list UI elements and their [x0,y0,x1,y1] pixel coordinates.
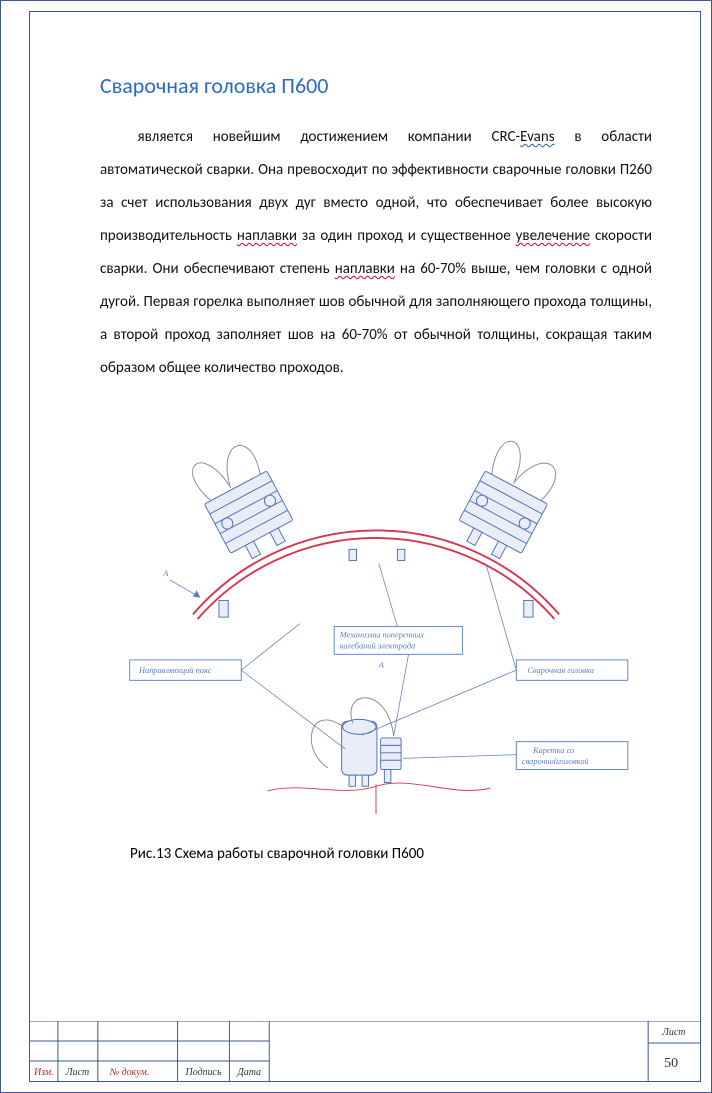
tb-izm: Изм. [33,1067,54,1078]
section-title: Сварочная головка П600 [100,72,652,99]
figure-diagram: А [100,399,652,839]
callout-carriage-1: Каретка со [532,746,574,755]
callout-transverse: Механизмы поперечных [339,631,425,640]
tb-list-header: Лист [661,1027,685,1038]
tb-data: Дата [236,1067,261,1078]
callout-head: Сварочная головка [527,666,593,675]
callout-carriage-2: сварочнойголовкой [522,757,590,766]
section-letter-a2: А [378,660,385,669]
tb-podpis: Подпись [185,1067,222,1078]
svg-text:колебаний электрода: колебаний электрода [340,642,416,651]
section-letter-a1: А [162,569,169,578]
title-block: Изм. Лист № докум. Подпись Дата Лист 50 [30,1021,700,1081]
tb-list: Лист [65,1067,89,1078]
tb-ndokum: № докум. [109,1067,150,1078]
tb-page-number: 50 [664,1056,678,1071]
callout-guide-belt: Направляющий пояс [138,666,212,675]
figure-caption: Рис.13 Схема работы сварочной головки П6… [130,845,652,863]
body-paragraph: является новейшим достижением компании C… [100,121,652,385]
